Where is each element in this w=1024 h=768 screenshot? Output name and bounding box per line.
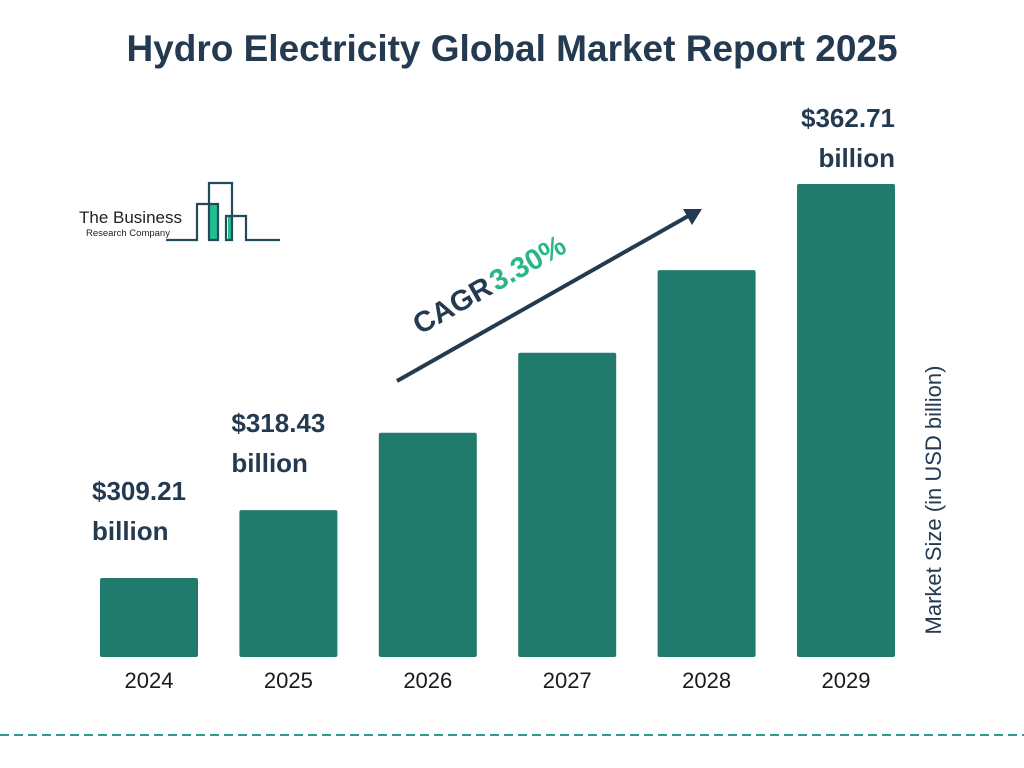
logo-building-icon — [166, 181, 280, 242]
x-tick-label: 2028 — [682, 668, 731, 693]
x-tick-label: 2027 — [543, 668, 592, 693]
cagr-arrow-line — [396, 213, 691, 383]
bar-2025 — [239, 510, 338, 657]
data-label-unit: billion — [92, 516, 169, 546]
chart-title: Hydro Electricity Global Market Report 2… — [126, 28, 898, 69]
logo-bar-icon — [228, 217, 233, 240]
data-label-unit: billion — [231, 448, 308, 478]
logo-line1: The Business — [79, 208, 182, 227]
logo-bar-icon — [209, 204, 218, 240]
y-axis-label: Market Size (in USD billion) — [921, 366, 946, 635]
x-tick-label: 2029 — [822, 668, 871, 693]
data-label-unit: billion — [818, 143, 895, 173]
x-tick-label: 2026 — [403, 668, 452, 693]
bar-2024 — [100, 578, 198, 657]
data-label-value: $318.43 — [231, 408, 325, 438]
logo-line2: Research Company — [86, 228, 170, 239]
x-tick-label: 2025 — [264, 668, 313, 693]
bar-2028 — [657, 270, 756, 657]
bar-2029 — [797, 184, 895, 657]
data-label-value: $309.21 — [92, 476, 186, 506]
bar-2027 — [518, 352, 617, 657]
arrow-head-icon — [683, 209, 702, 225]
bar-2026 — [378, 432, 477, 657]
x-tick-label: 2024 — [125, 668, 174, 693]
data-label-value: $362.71 — [801, 103, 895, 133]
logo: The Business Research Company — [79, 181, 280, 242]
